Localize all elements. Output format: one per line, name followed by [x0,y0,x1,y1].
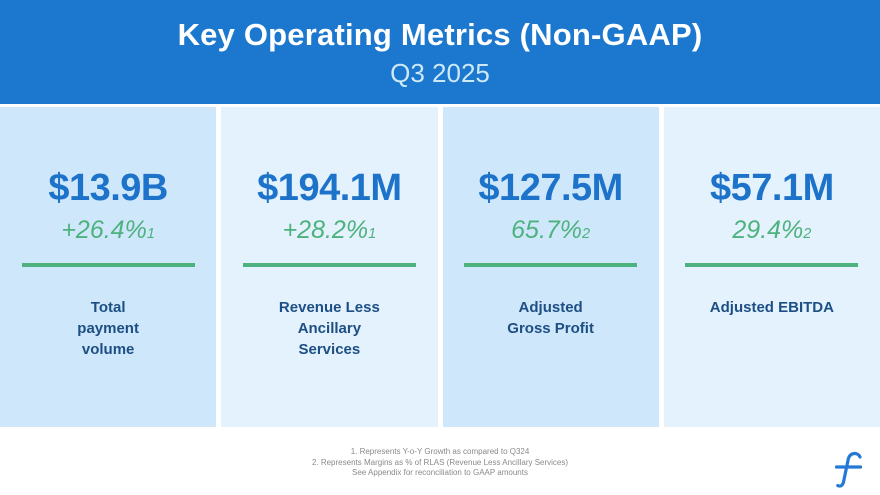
metric-card-total-payment-volume: $13.9B +26.4%1 Total payment volume [0,107,217,427]
footnotes: 1. Represents Y-o-Y Growth as compared t… [0,447,880,479]
footnote-line: See Appendix for reconciliation to GAAP … [352,468,528,477]
metric-value: $127.5M [478,167,623,209]
metric-change-text: 65.7% [511,216,583,244]
footnote-marker: 1 [146,226,155,242]
page-title: Key Operating Metrics (Non-GAAP) [177,17,703,52]
metric-card-adjusted-gross-profit: $127.5M 65.7%2 Adjusted Gross Profit [442,107,659,427]
footnote-marker: 2 [803,226,812,242]
metric-change: 29.4%2 [664,215,880,245]
green-divider [685,263,859,267]
footnote-marker: 1 [368,226,377,242]
metric-value: $57.1M [710,167,834,209]
metric-change-text: 29.4% [732,216,804,244]
footer: 1. Represents Y-o-Y Growth as compared t… [0,427,880,495]
metric-label: Total payment volume [77,299,139,358]
metrics-row: $13.9B +26.4%1 Total payment volume $194… [0,107,880,427]
metric-card-adjusted-ebitda: $57.1M 29.4%2 Adjusted EBITDA [663,107,880,427]
metric-change: +28.2%1 [221,215,437,245]
green-divider [21,263,195,267]
metric-value: $194.1M [257,167,402,209]
flywire-f-logo-icon [834,451,863,488]
green-divider [242,263,416,267]
metric-value: $13.9B [48,167,168,209]
metric-change: 65.7%2 [443,215,659,245]
metric-change-text: +26.4% [61,216,147,244]
metric-label: Adjusted Gross Profit [507,299,594,337]
footnote-line: 2. Represents Margins as % of RLAS (Reve… [311,457,569,467]
header: Key Operating Metrics (Non-GAAP) Q3 2025 [0,0,880,104]
metric-card-revenue-less-ancillary-services: $194.1M +28.2%1 Revenue Less Ancillary S… [221,107,438,427]
footnote-marker: 2 [582,226,591,242]
footnote-line: 1. Represents Y-o-Y Growth as compared t… [350,447,530,456]
green-divider [464,263,638,267]
page-subtitle: Q3 2025 [390,58,490,88]
metric-label: Adjusted EBITDA [709,299,834,316]
metric-label: Revenue Less Ancillary Services [278,299,380,358]
metric-change-text: +28.2% [282,216,369,244]
metric-change: +26.4%1 [0,215,216,245]
